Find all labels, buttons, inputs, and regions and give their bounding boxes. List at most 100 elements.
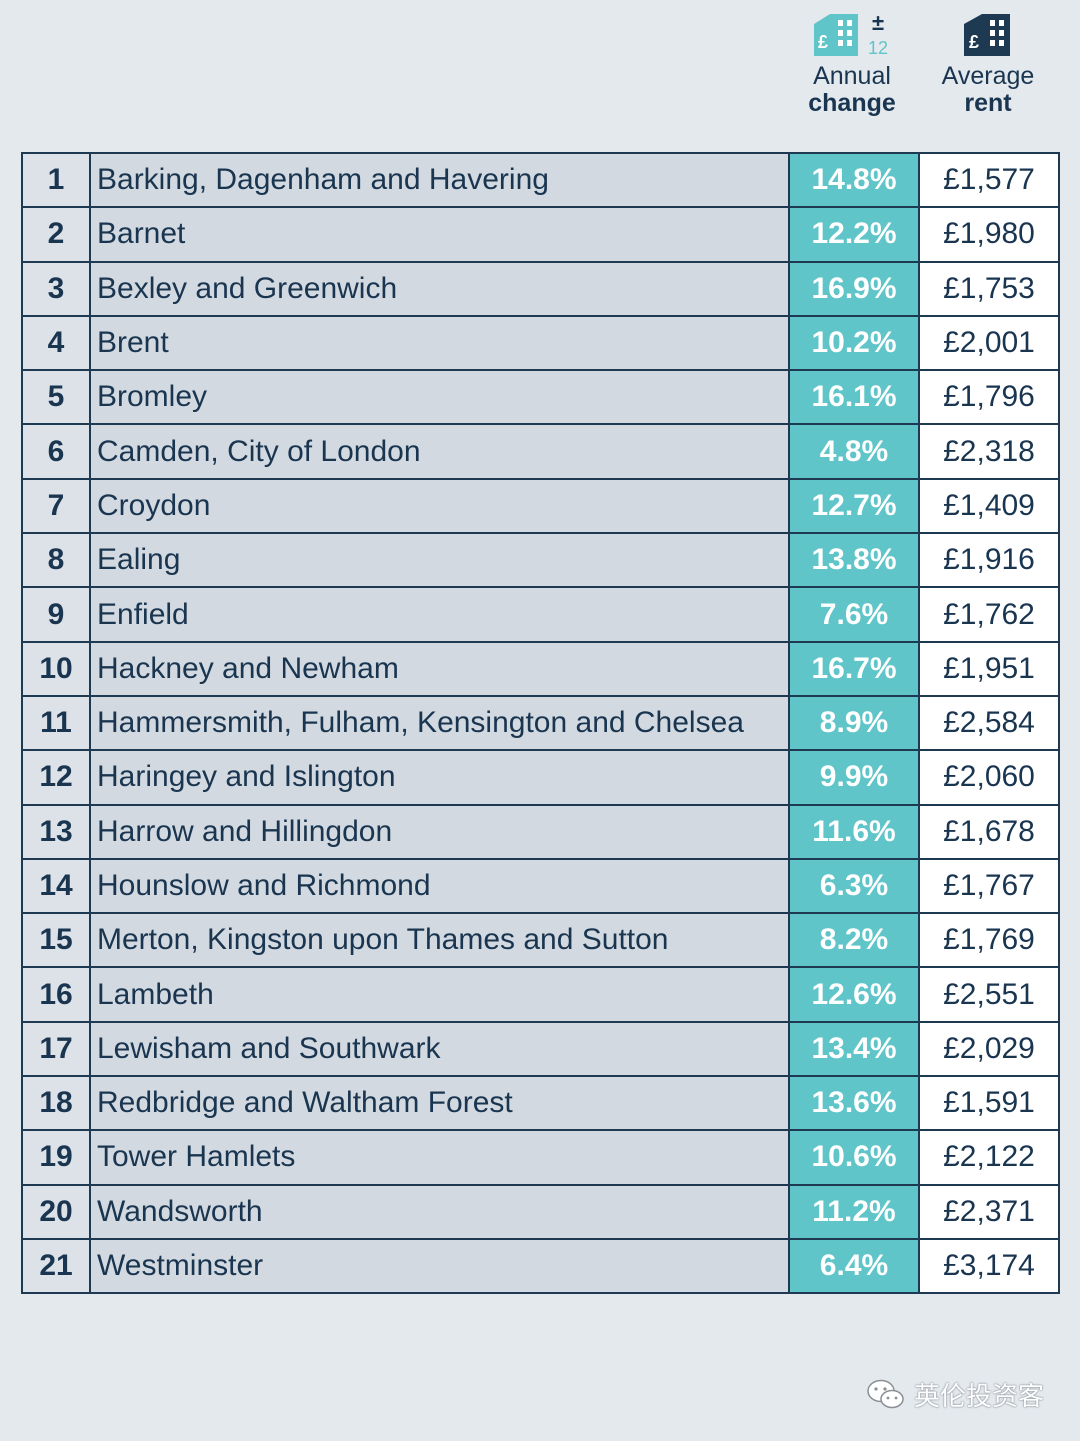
rank-cell: 16 — [21, 966, 91, 1023]
annual-change-cell: 9.9% — [788, 749, 920, 806]
rank-cell: 18 — [21, 1075, 91, 1132]
area-cell: Enfield — [89, 586, 790, 643]
rank-cell: 10 — [21, 640, 91, 697]
rank-cell: 19 — [21, 1129, 91, 1186]
annual-icon-pound: £ — [818, 32, 828, 52]
annual-change-cell: 16.9% — [788, 260, 920, 317]
rank-cell: 11 — [21, 694, 91, 752]
rank-cell: 6 — [21, 423, 91, 480]
rank-cell: 15 — [21, 912, 91, 969]
average-rent-cell: £1,951 — [918, 640, 1060, 697]
table-row: 11 Hammersmith, Fulham, Kensington and Ch… — [21, 694, 1060, 752]
average-rent-cell: £2,371 — [918, 1183, 1060, 1240]
annual-change-header: £ ± 12 Annual change — [786, 10, 918, 116]
area-cell: Harrow and Hillingdon — [89, 803, 790, 860]
rank-cell: 13 — [21, 803, 91, 860]
rent-table-body: 1 Barking, Dagenham and Havering 14.8% £1,5… — [21, 151, 1060, 1295]
wechat-icon — [867, 1379, 904, 1408]
average-rent-cell: £1,762 — [918, 586, 1060, 643]
table-row: 13 Harrow and Hillingdon 11.6% £1,678 — [21, 803, 1060, 860]
area-cell: Ealing — [89, 532, 790, 589]
average-rent-cell: £1,980 — [918, 206, 1060, 263]
average-rent-cell: £2,584 — [918, 694, 1060, 752]
rank-cell: 2 — [21, 206, 91, 263]
annual-change-cell: 4.8% — [788, 423, 920, 480]
rent-table: 1 Barking, Dagenham and Havering 14.8% £1,5… — [21, 151, 1060, 1295]
table-row: 7 Croydon 12.7% £1,409 — [21, 477, 1060, 535]
watermark-text: 英伦投资客 — [914, 1381, 1045, 1411]
annual-change-cell: 7.6% — [788, 586, 920, 643]
rank-cell: 1 — [21, 151, 91, 209]
average-rent-cell: £2,001 — [918, 314, 1060, 372]
table-row: 20 Wandsworth 11.2% £2,371 — [21, 1183, 1060, 1240]
area-cell: Westminster — [89, 1237, 790, 1295]
average-rent-cell: £1,753 — [918, 260, 1060, 317]
area-cell: Haringey and Islington — [89, 749, 790, 806]
table-row: 4 Brent 10.2% £2,001 — [21, 314, 1060, 372]
table-row: 8 Ealing 13.8% £1,916 — [21, 532, 1060, 589]
table-row: 6 Camden, City of London 4.8% £2,318 — [21, 423, 1060, 480]
table-row: 12 Haringey and Islington 9.9% £2,060 — [21, 749, 1060, 806]
annual-change-cell: 10.6% — [788, 1129, 920, 1186]
rank-cell: 3 — [21, 260, 91, 317]
average-rent-cell: £2,029 — [918, 1020, 1060, 1078]
rank-cell: 14 — [21, 857, 91, 915]
annual-change-cell: 6.4% — [788, 1237, 920, 1295]
annual-change-label-line2: change — [808, 89, 896, 117]
annual-change-cell: 6.3% — [788, 857, 920, 915]
table-row: 3 Bexley and Greenwich 16.9% £1,753 — [21, 260, 1060, 317]
area-cell: Bromley — [89, 369, 790, 426]
table-row: 19 Tower Hamlets 10.6% £2,122 — [21, 1129, 1060, 1186]
area-cell: Merton, Kingston upon Thames and Sutton — [89, 912, 790, 969]
area-cell: Redbridge and Waltham Forest — [89, 1075, 790, 1132]
average-rent-cell: £2,060 — [918, 749, 1060, 806]
average-rent-label-line2: rent — [964, 89, 1012, 117]
annual-change-cell: 14.8% — [788, 151, 920, 209]
table-row: 21 Westminster 6.4% £3,174 — [21, 1237, 1060, 1295]
area-cell: Hammersmith, Fulham, Kensington and Chel… — [89, 694, 790, 752]
annual-change-cell: 12.7% — [788, 477, 920, 535]
annual-change-cell: 13.4% — [788, 1020, 920, 1078]
area-cell: Brent — [89, 314, 790, 372]
rank-cell: 17 — [21, 1020, 91, 1078]
table-row: 16 Lambeth 12.6% £2,551 — [21, 966, 1060, 1023]
rank-cell: 8 — [21, 532, 91, 589]
table-row: 1 Barking, Dagenham and Havering 14.8% £1,5… — [21, 151, 1060, 209]
annual-change-cell: 16.1% — [788, 369, 920, 426]
annual-change-cell: 13.6% — [788, 1075, 920, 1132]
annual-change-cell: 12.6% — [788, 966, 920, 1023]
rank-cell: 5 — [21, 369, 91, 426]
average-rent-cell: £1,916 — [918, 532, 1060, 589]
average-rent-header: £ Average rent — [918, 10, 1058, 116]
rent-icon-pound: £ — [969, 32, 979, 52]
area-cell: Lewisham and Southwark — [89, 1020, 790, 1078]
average-rent-cell: £1,767 — [918, 857, 1060, 915]
watermark: 英伦投资客 — [866, 1376, 1044, 1413]
area-cell: Hackney and Newham — [89, 640, 790, 697]
area-cell: Tower Hamlets — [89, 1129, 790, 1186]
annual-change-cell: 11.6% — [788, 803, 920, 860]
area-cell: Lambeth — [89, 966, 790, 1023]
annual-change-cell: 8.2% — [788, 912, 920, 969]
area-cell: Hounslow and Richmond — [89, 857, 790, 915]
annual-change-cell: 11.2% — [788, 1183, 920, 1240]
average-rent-cell: £1,591 — [918, 1075, 1060, 1132]
area-cell: Croydon — [89, 477, 790, 535]
area-cell: Wandsworth — [89, 1183, 790, 1240]
annual-change-cell: 8.9% — [788, 694, 920, 752]
area-cell: Bexley and Greenwich — [89, 260, 790, 317]
rank-cell: 7 — [21, 477, 91, 535]
annual-change-cell: 10.2% — [788, 314, 920, 372]
average-rent-cell: £1,796 — [918, 369, 1060, 426]
rank-cell: 9 — [21, 586, 91, 643]
building-pound-icon: £ — [964, 14, 1010, 56]
rank-cell: 20 — [21, 1183, 91, 1240]
table-row: 14 Hounslow and Richmond 6.3% £1,767 — [21, 857, 1060, 915]
rank-cell: 21 — [21, 1237, 91, 1295]
table-row: 9 Enfield 7.6% £1,762 — [21, 586, 1060, 643]
average-rent-cell: £1,577 — [918, 151, 1060, 209]
rank-cell: 4 — [21, 314, 91, 372]
average-rent-cell: £2,122 — [918, 1129, 1060, 1186]
table-row: 15 Merton, Kingston upon Thames and Sutto… — [21, 912, 1060, 969]
table-row: 2 Barnet 12.2% £1,980 — [21, 206, 1060, 263]
